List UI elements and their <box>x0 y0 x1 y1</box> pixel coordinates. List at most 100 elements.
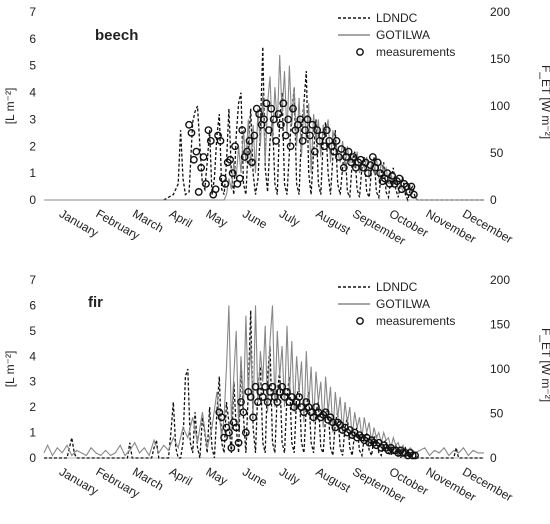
beech-measurements-point <box>221 179 230 188</box>
fir-measurements-point <box>217 413 226 422</box>
fir-ytick-left: 0 <box>29 451 36 465</box>
beech-month-label: May <box>204 206 231 229</box>
fir-measurements-point <box>246 393 255 401</box>
beech-ylabel-left: [L m⁻²] <box>3 88 17 125</box>
fir-month-label: January <box>57 464 101 497</box>
beech-measurements-point <box>332 137 341 145</box>
fir-ytick-right: 0 <box>490 451 497 465</box>
beech-measurements-point <box>320 142 329 151</box>
beech-measurements-point <box>376 169 384 178</box>
beech-measurements-point <box>185 120 193 129</box>
fir-measurements-point <box>249 413 258 422</box>
beech-measurements-point <box>349 153 358 161</box>
beech-measurements-point <box>250 131 259 140</box>
beech-measurements-point <box>255 110 264 118</box>
beech-measurements-point <box>202 179 210 188</box>
fir-month-label: May <box>204 464 231 487</box>
beech-measurements-point <box>216 137 225 145</box>
beech-measurements-point <box>226 155 235 164</box>
beech-ytick-left: 2 <box>29 139 36 153</box>
fir-gotilwa-line <box>43 305 484 457</box>
beech-measurements-point <box>272 137 280 145</box>
beech-measurements-point <box>248 158 256 167</box>
beech-legend-ldndc-label: LDNDC <box>376 11 418 25</box>
beech-legend-measurements-label: measurements <box>376 45 455 59</box>
beech-ytick-right: 150 <box>490 52 510 66</box>
beech-measurements-point <box>235 174 244 183</box>
beech-measurements-point <box>395 174 404 183</box>
beech-gotilwa-line <box>44 54 484 201</box>
beech-measurements-point <box>277 120 285 129</box>
fir-ylabel-right: F_ET [W m⁻²] <box>539 328 550 402</box>
beech-measurements-point <box>245 137 254 145</box>
beech-measurements-point <box>262 99 271 108</box>
beech-month-label: August <box>314 206 354 237</box>
fir-measurements-point <box>321 408 330 417</box>
beech-measurements-point <box>197 163 206 172</box>
beech-panel-title: beech <box>95 27 138 44</box>
fir-legend-gotilwa-label: GOTILWA <box>376 297 430 311</box>
beech-ytick-right: 100 <box>490 99 510 113</box>
fir-ytick-left: 3 <box>29 375 36 389</box>
beech-ytick-left: 5 <box>29 59 36 73</box>
fir-measurements-point <box>254 398 262 406</box>
beech-ytick-right: 50 <box>490 146 504 160</box>
fir-ytick-right: 200 <box>490 273 510 287</box>
fir-measurements-point <box>299 408 308 417</box>
fir-panel-title: fir <box>88 294 103 311</box>
beech-measurements-point <box>260 115 268 124</box>
beech-measurements-point <box>289 104 297 113</box>
fir-measurements-point <box>408 451 417 460</box>
beech-measurements-point <box>189 155 198 164</box>
fir-measurements-point <box>251 382 260 391</box>
beech-measurements-point <box>269 115 278 124</box>
beech-measurements-point <box>303 115 312 124</box>
fir-month-label: June <box>240 464 270 489</box>
beech-measurements-point <box>187 128 196 137</box>
beech-ytick-left: 7 <box>29 5 36 19</box>
beech-ytick-left: 6 <box>29 32 36 46</box>
beech-month-label: April <box>167 206 195 230</box>
beech-measurements-point <box>388 171 397 180</box>
beech-ytick-right: 200 <box>490 5 510 19</box>
beech-measurements-point <box>211 185 220 194</box>
fir-measurements-point <box>232 423 241 432</box>
beech-measurements-point <box>330 147 339 156</box>
beech-measurements-point <box>243 147 251 156</box>
beech-measurements-point <box>322 126 331 135</box>
beech-measurements-point <box>286 142 295 151</box>
beech-measurements-point <box>344 147 353 156</box>
beech-measurements-point <box>228 169 237 178</box>
fir-ytick-right: 150 <box>490 318 510 332</box>
fir-measurements-point <box>278 382 287 391</box>
beech-measurements-point <box>337 145 346 153</box>
beech-measurements-point <box>267 104 276 113</box>
beech-measurements-point <box>279 99 288 108</box>
fir-measurements-point <box>283 387 291 396</box>
beech-ytick-left: 4 <box>29 86 36 100</box>
beech-measurements-point <box>296 115 305 124</box>
beech-legend-measurements-swatch <box>356 48 364 56</box>
fir-legend-ldndc-label: LDNDC <box>376 280 418 294</box>
fir-measurements-point <box>273 398 282 406</box>
beech-ldndc-line <box>163 46 484 203</box>
fir-measurements-point <box>258 393 267 401</box>
fir-legend-measurements-swatch <box>356 317 364 325</box>
beech-measurements-point <box>264 126 273 135</box>
fir-measurements-point <box>295 393 303 401</box>
fir-measurements-point <box>241 428 250 437</box>
beech-measurements-point <box>274 110 283 118</box>
beech-measurements-point <box>409 190 418 199</box>
fir-month-label: April <box>167 464 195 488</box>
beech-measurements-point <box>385 179 394 188</box>
fir-measurements-point <box>261 382 270 391</box>
beech-measurements-point <box>308 120 317 129</box>
beech-measurements-point <box>199 153 208 161</box>
fir-ytick-left: 1 <box>29 426 36 440</box>
beech-measurements-point <box>192 147 201 156</box>
fir-ytick-left: 2 <box>29 400 36 414</box>
fir-measurements-point <box>411 451 419 460</box>
fir-ytick-left: 4 <box>29 349 36 363</box>
beech-measurements-point <box>238 126 247 135</box>
